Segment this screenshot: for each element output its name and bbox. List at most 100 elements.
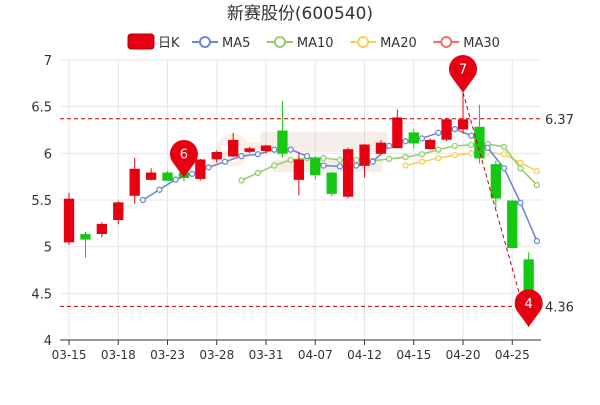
ma10-point (468, 141, 475, 149)
candle-down (474, 126, 485, 159)
x-tick-label: 03-31 (249, 348, 284, 362)
y-tick-label: 4 (44, 334, 52, 349)
candle-up (211, 151, 222, 160)
ma10-point (336, 156, 344, 164)
ma10-point (517, 165, 524, 172)
ma5-point (303, 152, 311, 160)
candle-up (293, 159, 305, 180)
x-tick-label: 04-25 (495, 348, 530, 362)
ma10-point (254, 169, 261, 177)
moving-average-lines (139, 125, 541, 245)
ma5-point (320, 162, 327, 169)
x-tick-label: 03-15 (52, 348, 87, 362)
legend-dot-swatch (440, 36, 453, 48)
ma10-point (287, 156, 294, 164)
candle-up (342, 149, 354, 197)
candle-up (113, 202, 124, 221)
ma10-point (500, 143, 508, 150)
ma5-point (468, 132, 475, 139)
marker-label: 6 (180, 148, 188, 163)
ma5-point (205, 164, 212, 171)
candle-up (129, 168, 140, 196)
legend-kline-swatch (127, 33, 155, 50)
ma20-point (451, 152, 458, 159)
x-tick-label: 03-23 (150, 348, 185, 362)
candle-up (359, 144, 370, 166)
chart-title: 新赛股份(600540) (227, 3, 373, 24)
x-tick-label: 04-12 (347, 348, 382, 362)
ma5-point (500, 165, 508, 172)
marker-label: 4 (525, 297, 533, 312)
candle-up (425, 139, 436, 150)
legend-label: 日K (158, 36, 180, 51)
reference-line-label: 6.37 (545, 113, 574, 128)
ma5-point (517, 199, 524, 206)
legend: 日K MA5 MA10 MA20 MA30 (127, 33, 500, 51)
ma10-point (435, 146, 442, 153)
markers: 6 7 4 (169, 55, 543, 327)
candle-down (80, 234, 91, 240)
candle-down (490, 164, 502, 199)
ma10-point (418, 151, 426, 158)
candle-down (326, 172, 337, 194)
ma10-point (451, 142, 458, 150)
ma5-point (139, 196, 147, 204)
ma10-point (271, 162, 278, 169)
candle-down (277, 130, 288, 154)
ma20-point (533, 167, 541, 175)
candle-up (392, 117, 403, 149)
ma5-point (418, 135, 426, 142)
ma20-point (517, 159, 524, 166)
ma5-point (254, 151, 261, 158)
candle-up (260, 145, 272, 151)
ma5-point (287, 146, 294, 153)
candle-up (244, 148, 255, 152)
ma5-point (369, 158, 376, 165)
ma5-point (221, 158, 229, 165)
x-tick-label: 04-15 (396, 348, 431, 362)
marker-pin (514, 289, 543, 327)
candle-down (408, 132, 419, 144)
ma20-point (468, 150, 475, 157)
axes: 4 4.5 5 5.5 6 6.5 7 03-15 03-18 03-23 03-28 03-31 04… (31, 54, 541, 362)
legend-dot-swatch (199, 36, 211, 48)
candle-down (162, 172, 173, 181)
legend-label: MA20 (380, 36, 417, 51)
ma5-point (238, 152, 245, 160)
marker-pin (449, 55, 478, 93)
ma20-point (435, 154, 442, 162)
y-tick-label: 5.5 (31, 194, 52, 209)
ma20-point (402, 162, 409, 169)
ma10-point (320, 154, 327, 162)
ma5-point (484, 144, 491, 151)
x-tick-label: 04-07 (298, 348, 333, 362)
candle-down (507, 200, 518, 249)
reference-line-label: 4.36 (545, 300, 574, 315)
ma5-point (402, 138, 409, 145)
candle-up (63, 198, 75, 243)
ma5-point (336, 163, 344, 170)
x-tick-label: 04-20 (446, 348, 481, 362)
ma20-point (418, 158, 426, 165)
grid (60, 59, 541, 341)
marker-label: 7 (459, 63, 467, 78)
legend-dot-swatch (273, 36, 286, 48)
candle-up (96, 223, 108, 234)
x-tick-label: 03-28 (199, 348, 234, 362)
ma5-point (271, 146, 278, 153)
candle-up (195, 159, 206, 179)
candle-up (375, 142, 387, 154)
ma5-point (385, 142, 393, 150)
high-low-connector (462, 92, 530, 328)
candle-down (310, 157, 321, 176)
marker-pin (169, 139, 198, 178)
candle-up (145, 172, 157, 180)
ma5-point (189, 170, 196, 178)
ma5-point (353, 162, 360, 169)
reference-lines: 6.37 4.36 (60, 92, 574, 328)
candles (63, 92, 534, 327)
ma10-point (402, 153, 409, 161)
legend-label: MA30 (463, 36, 500, 51)
